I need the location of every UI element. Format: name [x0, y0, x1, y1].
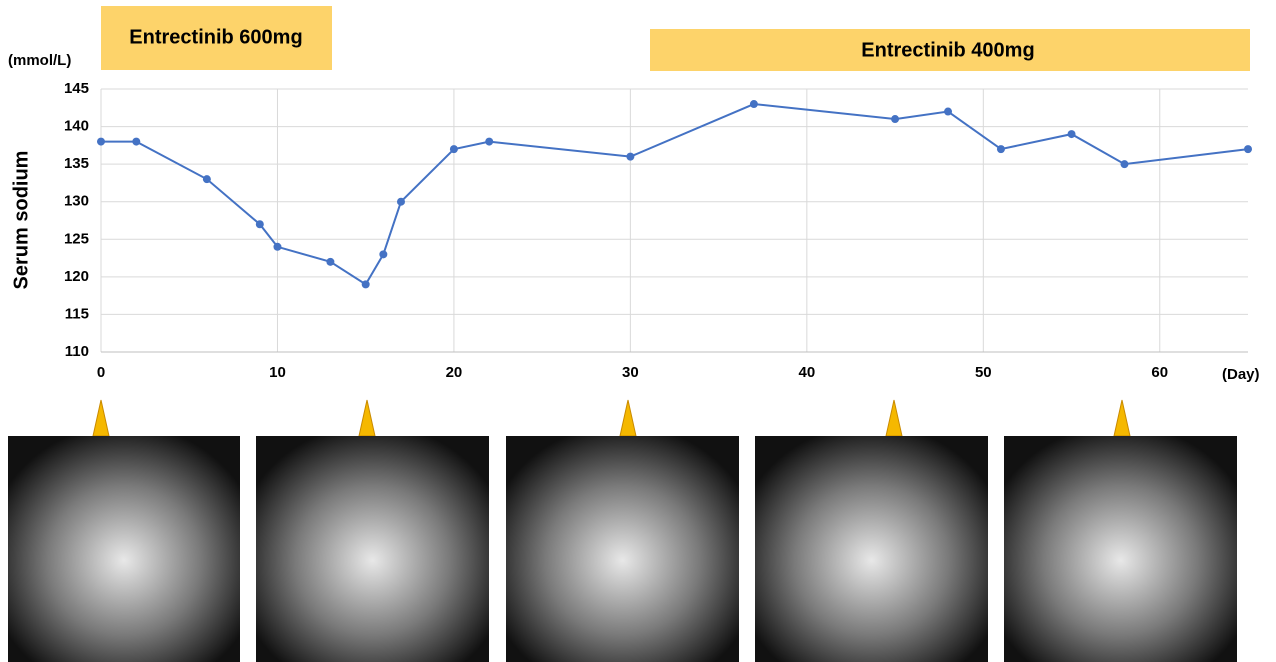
x-tick-label: 0 [97, 364, 105, 381]
data-point [379, 250, 387, 258]
marker-arrow [1114, 400, 1130, 436]
dose-label: Entrectinib 400mg [861, 39, 1034, 61]
dose-label: Entrectinib 600mg [129, 26, 302, 48]
series-line [101, 104, 1248, 284]
x-tick-label: 40 [799, 364, 816, 381]
y-tick-label: 130 [64, 193, 89, 210]
data-point [997, 145, 1005, 153]
y-tick-label: 115 [65, 305, 89, 322]
y-tick-label: 125 [64, 230, 89, 247]
data-point [132, 138, 140, 146]
xray-image [755, 436, 988, 662]
data-point [1068, 130, 1076, 138]
data-point [203, 175, 211, 183]
data-point [485, 138, 493, 146]
xray-image [506, 436, 739, 662]
figure: Entrectinib 600mg Entrectinib 400mg (mmo… [0, 0, 1276, 662]
marker-arrow [886, 400, 902, 436]
xray-image [8, 436, 240, 662]
data-point [450, 145, 458, 153]
data-point [1244, 145, 1252, 153]
marker-arrow [620, 400, 636, 436]
data-point [397, 198, 405, 206]
data-point [273, 243, 281, 251]
y-tick-label: 140 [64, 118, 89, 135]
x-tick-label: 20 [446, 364, 463, 381]
x-tick-label: 50 [975, 364, 992, 381]
xray-row [8, 400, 1237, 662]
x-tick-label: 30 [622, 364, 639, 381]
data-point [944, 108, 952, 116]
data-point [326, 258, 334, 266]
plot: 110 115 120 125 130 135 140 145 0 10 20 30 40 50 60 [64, 80, 1252, 381]
y-tick-label: 110 [65, 343, 89, 360]
data-point [1120, 160, 1128, 168]
y-tick-label: 145 [64, 80, 89, 97]
data-point [750, 100, 758, 108]
data-point [362, 280, 370, 288]
xray-image [256, 436, 489, 662]
data-point [626, 153, 634, 161]
x-unit: (Day) [1222, 366, 1260, 383]
x-tick-label: 10 [269, 364, 286, 381]
marker-arrow [359, 400, 375, 436]
data-point [891, 115, 899, 123]
data-point [97, 138, 105, 146]
y-unit: (mmol/L) [8, 52, 71, 69]
marker-arrow [93, 400, 109, 436]
x-tick-label: 60 [1151, 364, 1168, 381]
y-tick-label: 135 [64, 155, 89, 172]
y-tick-label: 120 [64, 268, 89, 285]
data-point [256, 220, 264, 228]
xray-image [1004, 436, 1237, 662]
y-axis-title: Serum sodium [10, 151, 32, 290]
